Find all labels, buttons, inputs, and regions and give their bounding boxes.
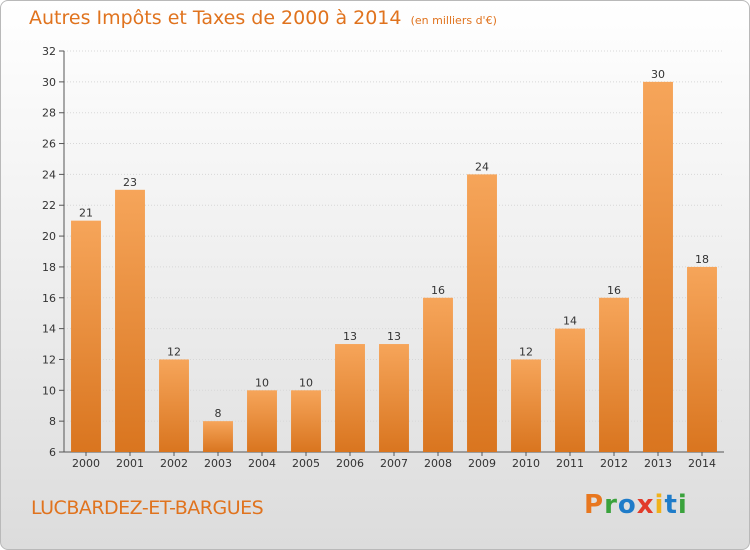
data-label: 10 — [299, 376, 313, 389]
bar-2001 — [115, 189, 145, 453]
y-tick-label: 30 — [42, 76, 56, 89]
x-tick-label: 2005 — [292, 457, 320, 470]
chart-title: Autres Impôts et Taxes de 2000 à 2014 — [29, 7, 402, 29]
data-label: 10 — [255, 376, 269, 389]
x-tick-label: 2002 — [160, 457, 188, 470]
data-label: 30 — [651, 68, 665, 81]
bar-2006 — [335, 344, 365, 452]
bar-2012 — [599, 297, 629, 452]
x-tick-label: 2013 — [644, 457, 672, 470]
bar-2002 — [159, 359, 189, 452]
logo-letter: P — [584, 490, 605, 520]
y-tick-label: 8 — [49, 415, 56, 428]
logo-letter: o — [617, 490, 637, 520]
y-tick-label: 14 — [42, 323, 56, 336]
data-label: 23 — [123, 176, 137, 189]
y-tick-label: 6 — [49, 446, 56, 459]
y-tick-label: 26 — [42, 138, 56, 151]
bar-2000 — [71, 220, 101, 452]
bar-2013 — [643, 81, 673, 452]
x-tick-label: 2003 — [204, 457, 232, 470]
y-tick-label: 18 — [42, 261, 56, 274]
y-tick-label: 12 — [42, 353, 56, 366]
x-tick-label: 2011 — [556, 457, 584, 470]
bar-2004 — [247, 390, 277, 452]
data-label: 24 — [475, 160, 489, 173]
bar-2010 — [511, 359, 541, 452]
bar-2005 — [291, 390, 321, 452]
data-label: 21 — [79, 207, 93, 220]
chart-title-block: Autres Impôts et Taxes de 2000 à 2014 (e… — [29, 7, 497, 29]
x-tick-label: 2010 — [512, 457, 540, 470]
y-tick-label: 16 — [42, 292, 56, 305]
data-label: 12 — [519, 345, 533, 358]
logo-letter: i — [654, 490, 665, 520]
x-tick-label: 2006 — [336, 457, 364, 470]
x-tick-label: 2004 — [248, 457, 276, 470]
commune-name: LUCBARDEZ-ET-BARGUES — [31, 497, 264, 519]
x-tick-label: 2000 — [72, 457, 100, 470]
bar-2007 — [379, 344, 409, 452]
data-label: 8 — [215, 407, 222, 420]
y-tick-label: 28 — [42, 107, 56, 120]
x-tick-label: 2007 — [380, 457, 408, 470]
data-label: 16 — [607, 284, 621, 297]
data-label: 16 — [431, 284, 445, 297]
data-label: 14 — [563, 315, 577, 328]
x-tick-label: 2008 — [424, 457, 452, 470]
y-tick-label: 20 — [42, 230, 56, 243]
y-tick-label: 32 — [42, 45, 56, 58]
y-tick-label: 22 — [42, 199, 56, 212]
bar-2011 — [555, 328, 585, 452]
x-tick-label: 2012 — [600, 457, 628, 470]
logo-letter: x — [636, 490, 655, 520]
y-tick-label: 24 — [42, 168, 56, 181]
logo-letter: r — [604, 490, 618, 520]
bar-2008 — [423, 297, 453, 452]
chart-subtitle: (en milliers d'€) — [410, 14, 497, 27]
bar-2003 — [203, 421, 233, 452]
bar-2014 — [687, 266, 717, 452]
y-tick-label: 10 — [42, 384, 56, 397]
x-tick-label: 2001 — [116, 457, 144, 470]
x-tick-label: 2014 — [688, 457, 716, 470]
logo-letter: i — [677, 490, 688, 520]
data-label: 18 — [695, 253, 709, 266]
data-label: 13 — [343, 330, 357, 343]
logo-letter: t — [664, 490, 678, 520]
bar-2009 — [467, 174, 497, 452]
x-tick-label: 2009 — [468, 457, 496, 470]
data-label: 13 — [387, 330, 401, 343]
proxiti-logo: Proxiti — [584, 490, 688, 520]
data-label: 12 — [167, 345, 181, 358]
